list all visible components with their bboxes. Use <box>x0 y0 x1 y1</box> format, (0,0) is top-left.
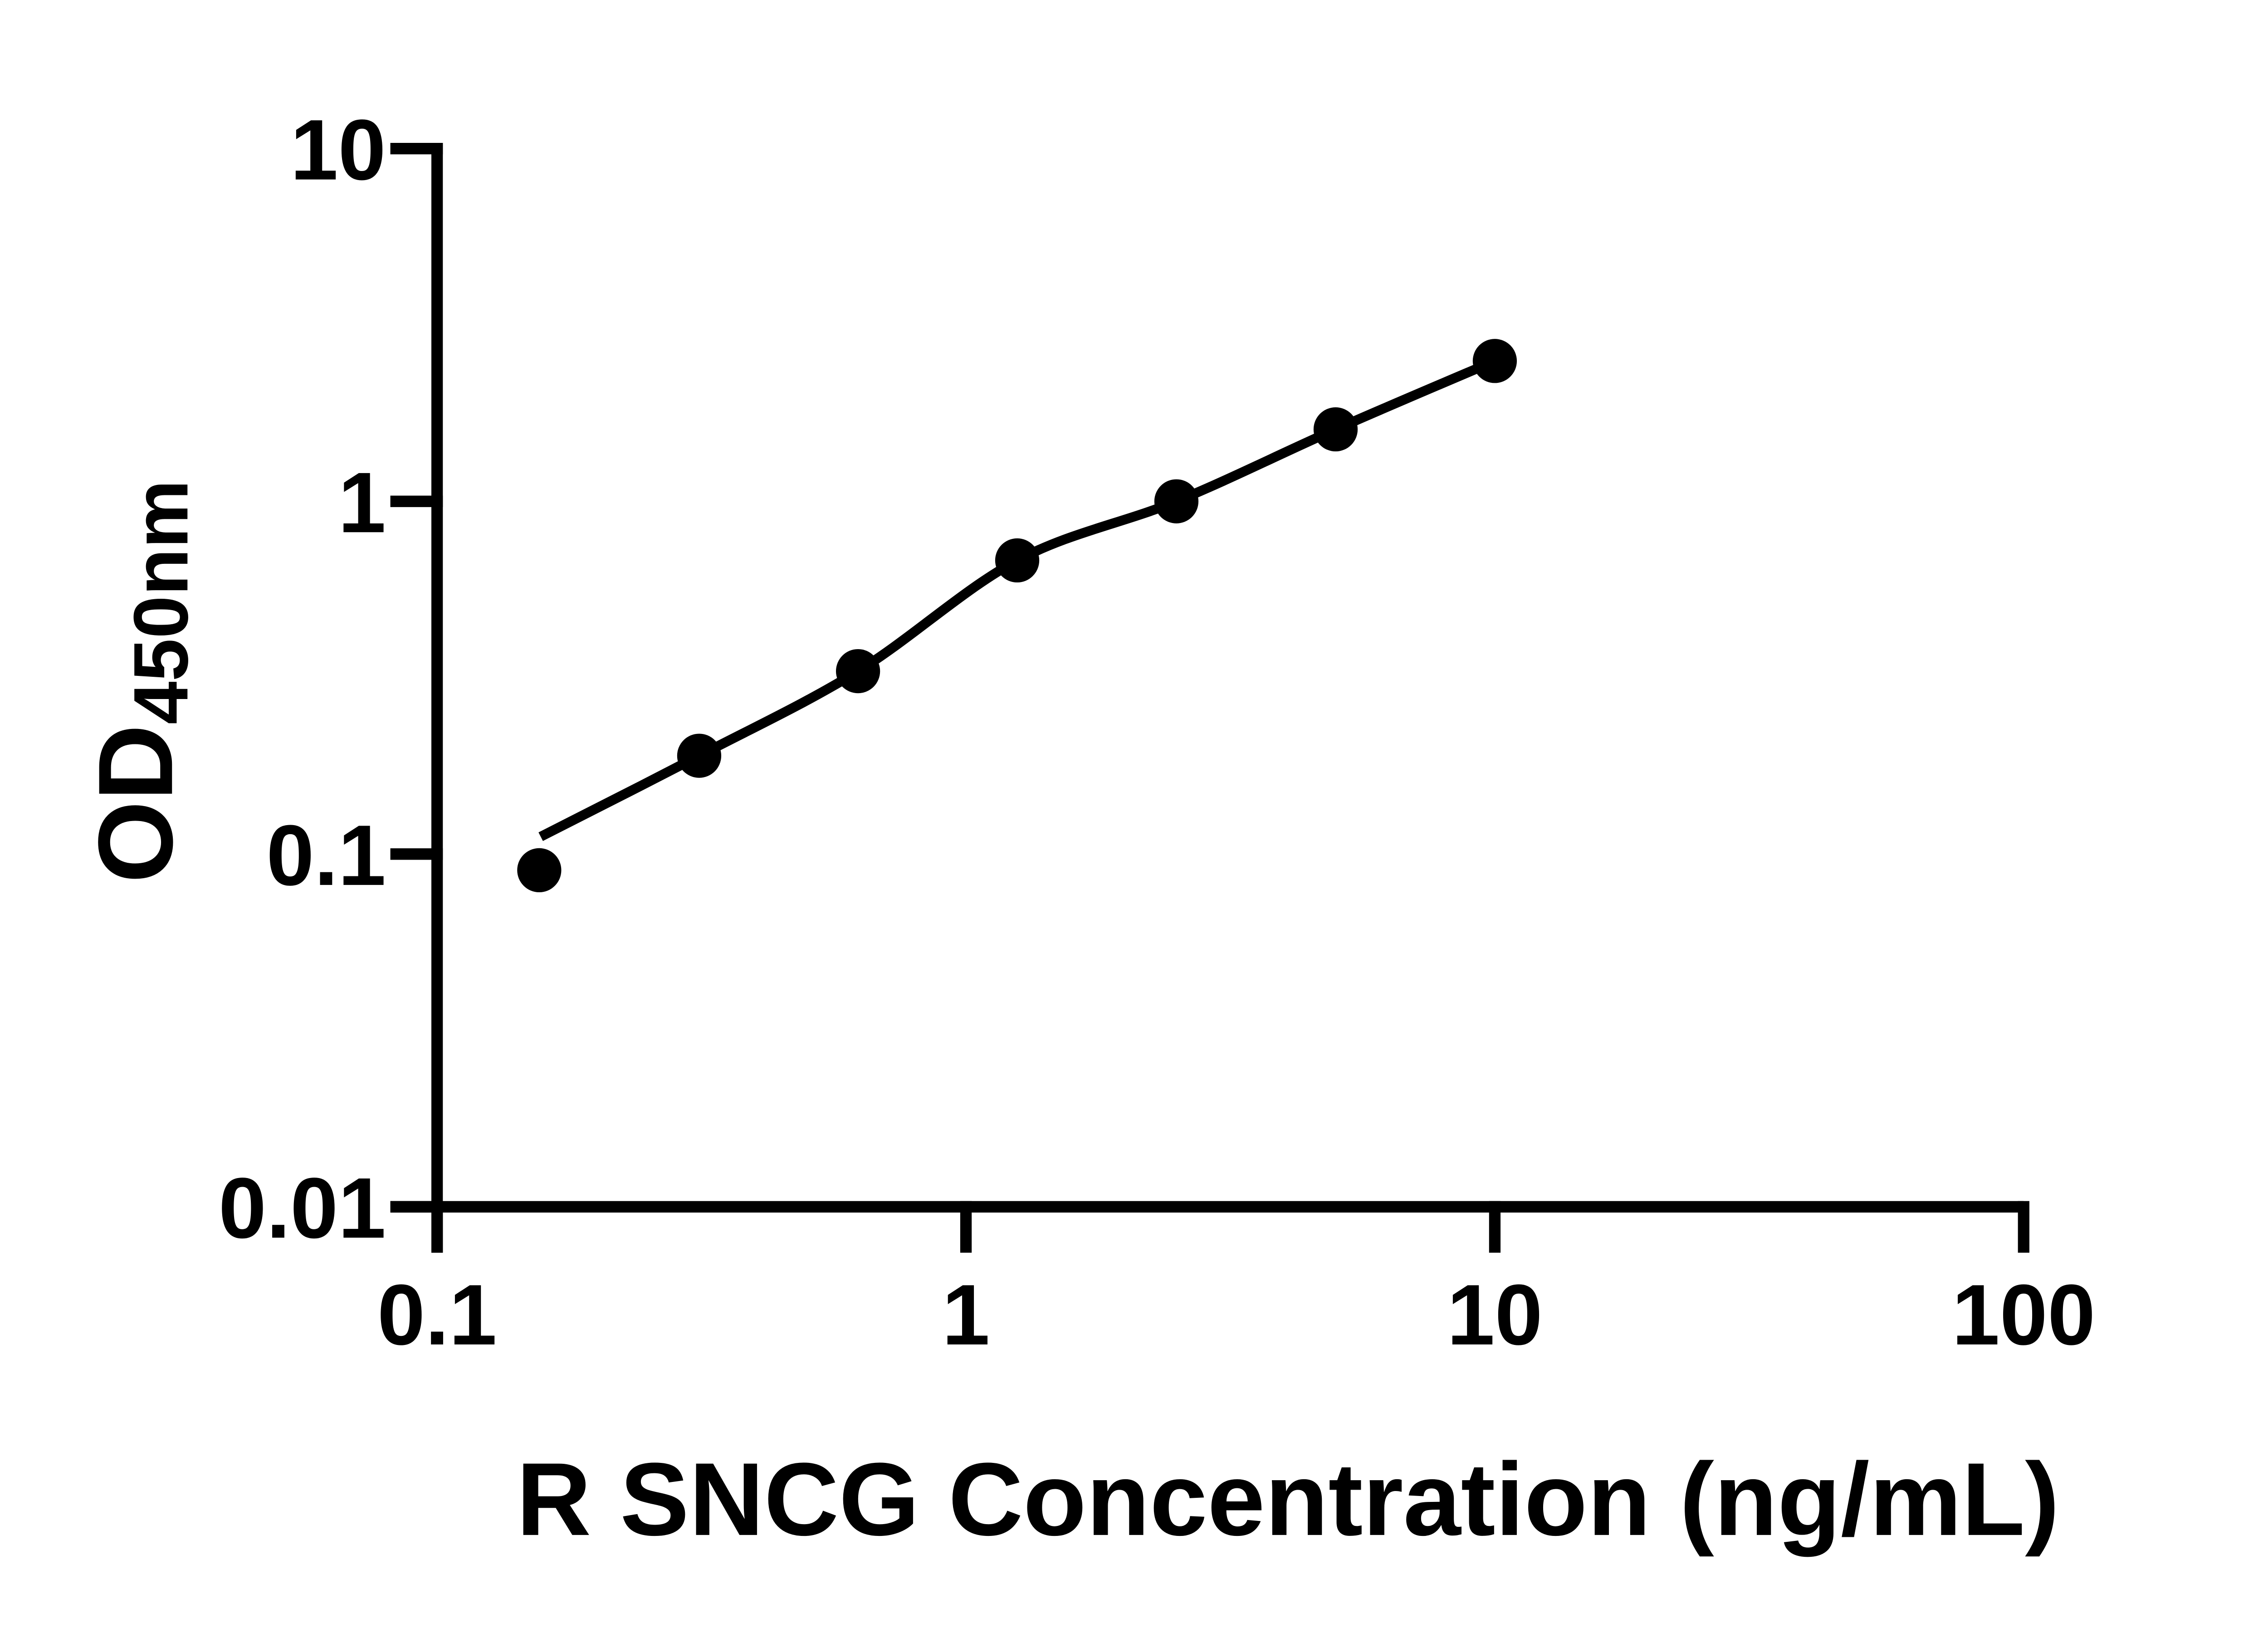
y-axis-title-subscript: 450nm <box>118 480 204 724</box>
y-tick-label: 1 <box>338 455 386 551</box>
y-axis-title: OD450nm <box>77 480 204 883</box>
elisa-standard-curve-chart: 0.1 1 10 100 0.01 0.1 1 10 R SNCG Concentration… <box>77 102 2096 1557</box>
y-tick-label: 0.01 <box>219 1160 386 1257</box>
axes-layer <box>390 143 2024 1253</box>
data-point <box>1472 339 1517 383</box>
standard-curve-figure: 0.1 1 10 100 0.01 0.1 1 10 R SNCG Concentration… <box>77 102 2096 1557</box>
data-point <box>995 538 1040 583</box>
data-point <box>1313 407 1358 452</box>
data-point <box>517 848 562 893</box>
x-axis-title: R SNCG Concentration (ng/mL) <box>516 1442 2059 1557</box>
y-tick-label: 10 <box>290 102 386 198</box>
data-point <box>1154 479 1199 523</box>
x-tick-label: 1 <box>942 1267 990 1363</box>
series-layer <box>517 339 1517 893</box>
y-tick-label: 0.1 <box>266 807 386 904</box>
data-point <box>836 649 880 694</box>
data-point <box>677 733 722 778</box>
x-tick-label: 10 <box>1447 1267 1543 1363</box>
x-tick-label: 100 <box>1952 1267 2095 1363</box>
y-axis-title-main: OD <box>77 724 195 883</box>
tick-label-layer: 0.1 1 10 100 0.01 0.1 1 10 <box>219 102 2096 1363</box>
tick-layer <box>390 142 2029 1253</box>
x-tick-label: 0.1 <box>377 1267 497 1363</box>
